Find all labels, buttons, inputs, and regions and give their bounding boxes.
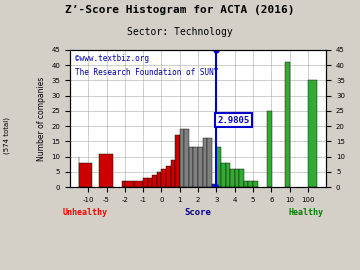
X-axis label: Score: Score xyxy=(185,208,212,217)
Bar xyxy=(143,178,148,187)
Text: ©www.textbiz.org: ©www.textbiz.org xyxy=(75,54,149,63)
Bar xyxy=(122,181,125,187)
Bar xyxy=(239,169,244,187)
Bar xyxy=(253,181,258,187)
Bar xyxy=(171,160,175,187)
Bar xyxy=(267,111,273,187)
Bar xyxy=(125,181,134,187)
Bar xyxy=(184,129,189,187)
Bar xyxy=(79,163,92,187)
Bar xyxy=(221,163,226,187)
Bar xyxy=(161,169,166,187)
Bar xyxy=(285,62,290,187)
Bar xyxy=(152,175,157,187)
Text: Z’-Score Histogram for ACTA (2016): Z’-Score Histogram for ACTA (2016) xyxy=(65,5,295,15)
Text: (574 total): (574 total) xyxy=(4,116,10,154)
Bar xyxy=(203,138,207,187)
Bar xyxy=(226,163,230,187)
Bar xyxy=(180,129,184,187)
Text: 2.9805: 2.9805 xyxy=(217,116,249,124)
Text: Sector: Technology: Sector: Technology xyxy=(127,27,233,37)
Bar xyxy=(212,184,216,187)
Bar xyxy=(216,147,221,187)
Bar xyxy=(244,181,248,187)
Text: Unhealthy: Unhealthy xyxy=(63,208,108,217)
Bar xyxy=(166,166,171,187)
Bar xyxy=(99,154,113,187)
Bar xyxy=(307,80,317,187)
Text: Healthy: Healthy xyxy=(288,208,323,217)
Bar xyxy=(157,172,161,187)
Bar xyxy=(189,147,193,187)
Bar xyxy=(235,169,239,187)
Bar xyxy=(175,135,180,187)
Bar xyxy=(193,147,198,187)
Bar xyxy=(230,169,235,187)
Y-axis label: Number of companies: Number of companies xyxy=(37,76,46,161)
Bar xyxy=(248,181,253,187)
Text: The Research Foundation of SUNY: The Research Foundation of SUNY xyxy=(75,68,219,77)
Bar xyxy=(134,181,143,187)
Bar xyxy=(207,138,212,187)
Bar xyxy=(148,178,152,187)
Bar xyxy=(198,147,203,187)
